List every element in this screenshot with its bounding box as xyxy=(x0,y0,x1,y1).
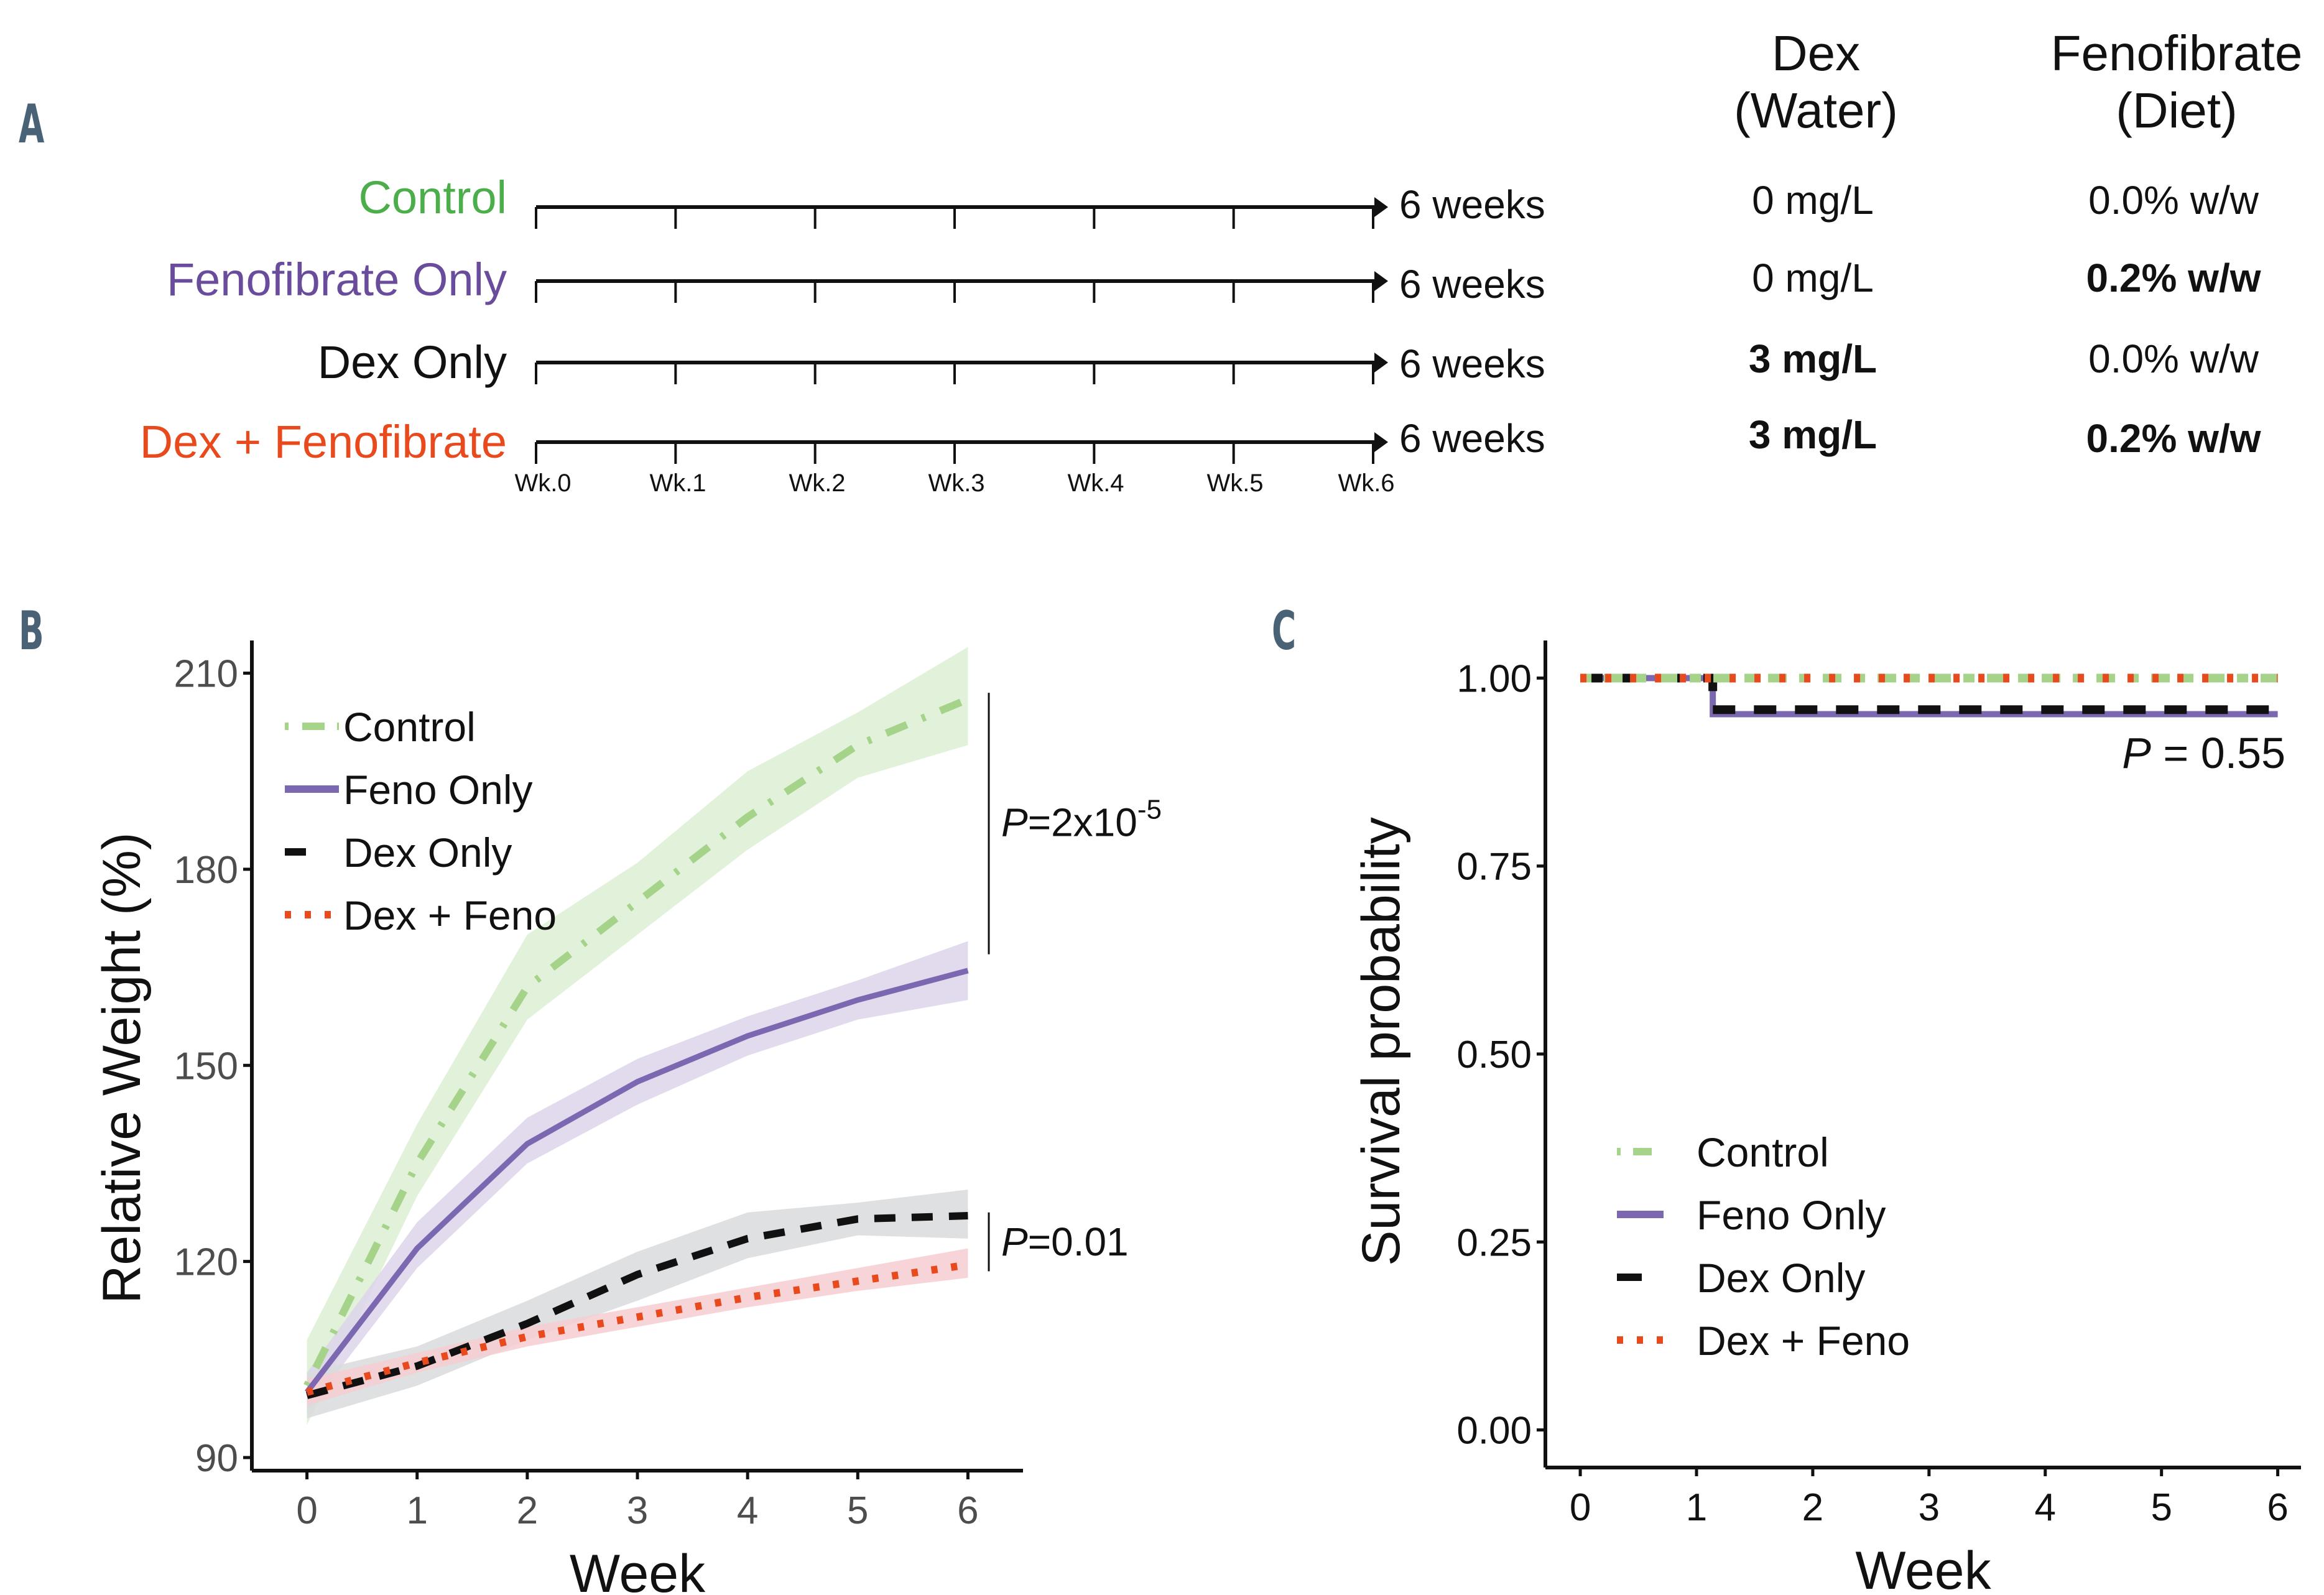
group-label-dex-fenofibrate: Dex + Fenofibrate xyxy=(139,416,507,468)
dex-dose-cell: 0 mg/L xyxy=(1752,178,1874,223)
column-header-fenofibrate: Fenofibrate (Diet) xyxy=(2018,25,2324,139)
dex-dose-cell: 3 mg/L xyxy=(1748,336,1877,381)
timeline-tick-label: Wk.3 xyxy=(928,469,985,497)
x-tick-label: 1 xyxy=(1686,1486,1707,1529)
x-axis-title: Week xyxy=(1855,1541,1991,1595)
x-tick-label: 6 xyxy=(2267,1486,2288,1529)
legend-label: Dex + Feno xyxy=(343,892,557,938)
y-tick-label: 0.50 xyxy=(1456,1033,1532,1076)
column-header-dex-line1: Dex xyxy=(1771,25,1861,81)
x-tick-label: 2 xyxy=(517,1489,538,1532)
y-tick-label: 210 xyxy=(174,653,238,696)
dex-dose-cell: 0 mg/L xyxy=(1752,256,1874,300)
panel-c-letter: C xyxy=(1272,600,1297,662)
arrowhead-icon xyxy=(1374,271,1388,291)
group-label-control: Control xyxy=(358,172,507,223)
feno-dose-cell: 0.0% w/w xyxy=(2088,336,2259,381)
timeline-tick-label: Wk.1 xyxy=(649,469,706,497)
column-header-dex: Dex (Water) xyxy=(1660,25,1971,139)
x-tick-label: 0 xyxy=(296,1489,317,1532)
p-value-label: P = 0.55 xyxy=(2122,729,2285,777)
panel-a-letter: A xyxy=(19,93,45,155)
duration-label: 6 weeks xyxy=(1399,341,1545,386)
column-header-feno-line1: Fenofibrate xyxy=(2050,25,2303,81)
p-value-label: P=0.01 xyxy=(1001,1219,1129,1264)
x-tick-label: 1 xyxy=(406,1489,427,1532)
timeline-tick-label: Wk.6 xyxy=(1338,469,1395,497)
duration-label: 6 weeks xyxy=(1399,262,1545,307)
x-tick-label: 4 xyxy=(2035,1486,2056,1529)
group-label-dex-only: Dex Only xyxy=(317,336,507,388)
y-axis-title: Survival probability xyxy=(1351,817,1411,1266)
feno-dose-cell: 0.0% w/w xyxy=(2088,178,2259,223)
y-tick-label: 90 xyxy=(195,1437,238,1480)
x-tick-label: 2 xyxy=(1802,1486,1823,1529)
panel-b-letter: B xyxy=(19,600,44,662)
arrowhead-icon xyxy=(1374,353,1388,372)
dex-dose-cell: 3 mg/L xyxy=(1748,412,1877,457)
y-tick-label: 0.75 xyxy=(1456,846,1532,889)
legend-label: Dex Only xyxy=(1697,1255,1865,1301)
p-value-label: P=2x10-5 xyxy=(1001,794,1162,844)
survival-chart: 0.00 0.25 0.50 0.75 1.00 0 1 2 3 4 5 6 Week Survival … xyxy=(1351,640,2301,1595)
x-tick-label: 6 xyxy=(957,1489,978,1532)
x-tick-label: 3 xyxy=(627,1489,648,1532)
ci-band-dex-only xyxy=(307,1189,968,1418)
x-tick-label: 0 xyxy=(1570,1486,1591,1529)
group-label-fenofibrate-only: Fenofibrate Only xyxy=(166,254,507,305)
duration-label: 6 weeks xyxy=(1399,416,1545,461)
duration-label: 6 weeks xyxy=(1399,182,1545,227)
x-tick-label: 3 xyxy=(1919,1486,1940,1529)
legend-label: Feno Only xyxy=(1697,1192,1886,1238)
legend-label: Feno Only xyxy=(343,767,532,813)
x-axis-title: Week xyxy=(570,1544,706,1595)
x-tick-label: 4 xyxy=(737,1489,758,1532)
x-tick-label: 5 xyxy=(847,1489,868,1532)
y-tick-label: 120 xyxy=(174,1241,238,1284)
timeline-arrows xyxy=(535,197,1388,464)
y-tick-label: 1.00 xyxy=(1456,657,1532,700)
timeline-tick-label: Wk.0 xyxy=(514,469,572,497)
series-line-dex-feno xyxy=(306,1260,969,1396)
column-header-feno-line2: (Diet) xyxy=(2116,83,2238,138)
legend-label: Dex + Feno xyxy=(1697,1318,1910,1364)
timeline-tick-label: Wk.4 xyxy=(1067,469,1124,497)
series-line-feno-only xyxy=(304,968,969,1394)
legend-label: Dex Only xyxy=(343,830,512,876)
arrowhead-icon xyxy=(1374,432,1388,452)
group-labels: Control Fenofibrate Only Dex Only Dex + … xyxy=(0,0,507,497)
y-tick-label: 0.00 xyxy=(1456,1410,1532,1453)
column-header-dex-line2: (Water) xyxy=(1734,83,1898,138)
survival-line-dex-only xyxy=(1580,673,2278,714)
y-axis-title: Relative Weight (%) xyxy=(92,832,152,1303)
feno-dose-cell: 0.2% w/w xyxy=(2086,256,2261,300)
timeline-tick-label: Wk.5 xyxy=(1206,469,1264,497)
series-line-dex-only xyxy=(306,1212,968,1399)
y-tick-label: 150 xyxy=(174,1045,238,1088)
timeline-tick-label: Wk.2 xyxy=(789,469,846,497)
feno-dose-cell: 0.2% w/w xyxy=(2086,416,2261,461)
y-tick-label: 180 xyxy=(174,849,238,892)
legend-label: Control xyxy=(343,704,476,750)
x-tick-label: 5 xyxy=(2150,1486,2172,1529)
legend-label: Control xyxy=(1697,1129,1829,1175)
y-tick-label: 0.25 xyxy=(1456,1221,1532,1264)
weight-chart: 90 120 150 180 210 0 1 2 3 4 5 6 Week Relative Weight… xyxy=(92,640,1162,1595)
survival-line-feno-only xyxy=(1580,675,2278,718)
arrowhead-icon xyxy=(1374,197,1388,217)
